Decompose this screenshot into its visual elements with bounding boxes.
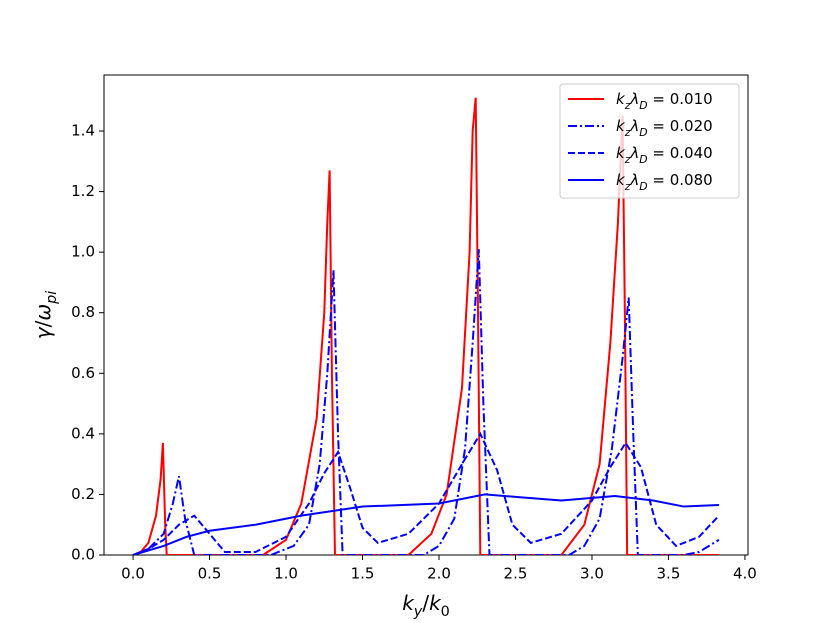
y-tick-label: 0.2 [71, 485, 95, 503]
series-line [132, 493, 719, 555]
legend-label: kzλD = 0.040 [616, 144, 713, 166]
series-line [132, 97, 719, 555]
legend-box [559, 83, 740, 199]
legend-label: kzλD = 0.080 [616, 171, 713, 193]
y-tick-label: 0.8 [71, 303, 95, 321]
x-tick-label: 3.0 [580, 565, 604, 583]
y-tick-label: 0.4 [71, 424, 95, 442]
x-tick-label: 1.0 [274, 565, 298, 583]
y-tick-label: 1.2 [71, 182, 95, 200]
x-tick-label: 3.5 [657, 565, 681, 583]
legend-label: kzλD = 0.020 [616, 117, 713, 139]
x-tick-label: 4.0 [733, 565, 757, 583]
y-tick-label: 1.4 [71, 122, 95, 140]
x-tick-label: 0.5 [198, 565, 222, 583]
y-tick-label: 0.6 [71, 364, 95, 382]
legend-label: kzλD = 0.010 [616, 90, 713, 112]
y-tick-label: 1.0 [71, 243, 95, 261]
y-axis-label: γ/ωpi [31, 291, 61, 339]
plot-lines [132, 97, 720, 555]
x-tick-label: 2.5 [504, 565, 528, 583]
x-tick-label: 1.5 [351, 565, 375, 583]
x-axis-label: ky/k0 [402, 591, 450, 621]
x-tick-label: 0.0 [121, 565, 145, 583]
y-tick-label: 0.0 [71, 546, 95, 564]
x-tick-label: 2.0 [427, 565, 451, 583]
